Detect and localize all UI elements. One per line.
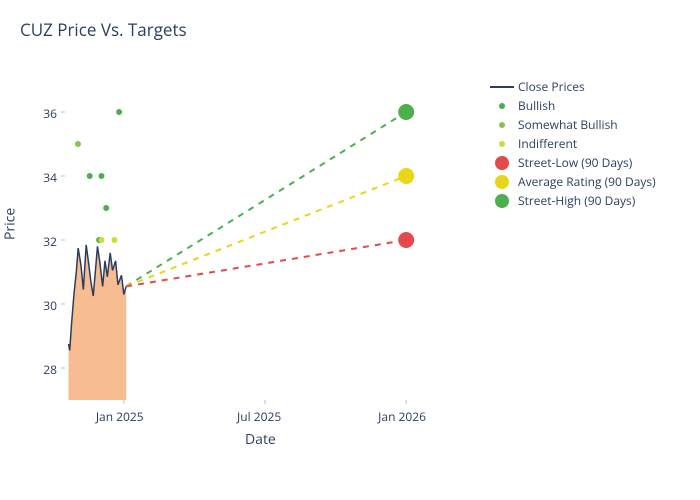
legend-label: Average Rating (90 Days) xyxy=(518,173,656,190)
legend-label: Bullish xyxy=(518,97,555,114)
legend-label: Street-High (90 Days) xyxy=(518,192,635,209)
legend-swatch xyxy=(495,194,509,208)
legend-entry[interactable]: Street-Low (90 Days) xyxy=(490,154,632,171)
y-tick-label: 34 xyxy=(43,169,57,186)
x-axis-label: Date xyxy=(245,430,276,449)
legend-swatch xyxy=(499,141,505,147)
legend-entry[interactable]: Somewhat Bullish xyxy=(490,116,618,133)
y-tick-label: 28 xyxy=(43,361,57,378)
legend-swatch xyxy=(495,156,509,170)
x-tick-label: Jan 2025 xyxy=(96,408,144,425)
x-tick-label: Jan 2026 xyxy=(378,408,426,425)
legend-entry[interactable]: Average Rating (90 Days) xyxy=(490,173,656,190)
legend-label: Street-Low (90 Days) xyxy=(518,154,632,171)
y-tick-label: 32 xyxy=(43,233,57,250)
legend-entry[interactable]: Indifferent xyxy=(490,135,577,152)
y-tick-label: 36 xyxy=(43,105,57,122)
y-axis-label: Price xyxy=(1,208,20,240)
legend-swatch xyxy=(495,175,509,189)
legend-swatch xyxy=(499,122,505,128)
legend-entry[interactable]: Street-High (90 Days) xyxy=(490,192,635,209)
legend-entry[interactable]: Bullish xyxy=(490,97,555,114)
chart-plot xyxy=(0,0,700,500)
legend-swatch xyxy=(490,86,514,88)
legend-swatch xyxy=(499,103,505,109)
legend-entry[interactable]: Close Prices xyxy=(490,78,585,95)
x-tick-label: Jul 2025 xyxy=(237,408,281,425)
legend-label: Indifferent xyxy=(518,135,577,152)
y-tick-label: 30 xyxy=(43,297,57,314)
legend-label: Close Prices xyxy=(518,78,585,95)
legend-label: Somewhat Bullish xyxy=(518,116,618,133)
